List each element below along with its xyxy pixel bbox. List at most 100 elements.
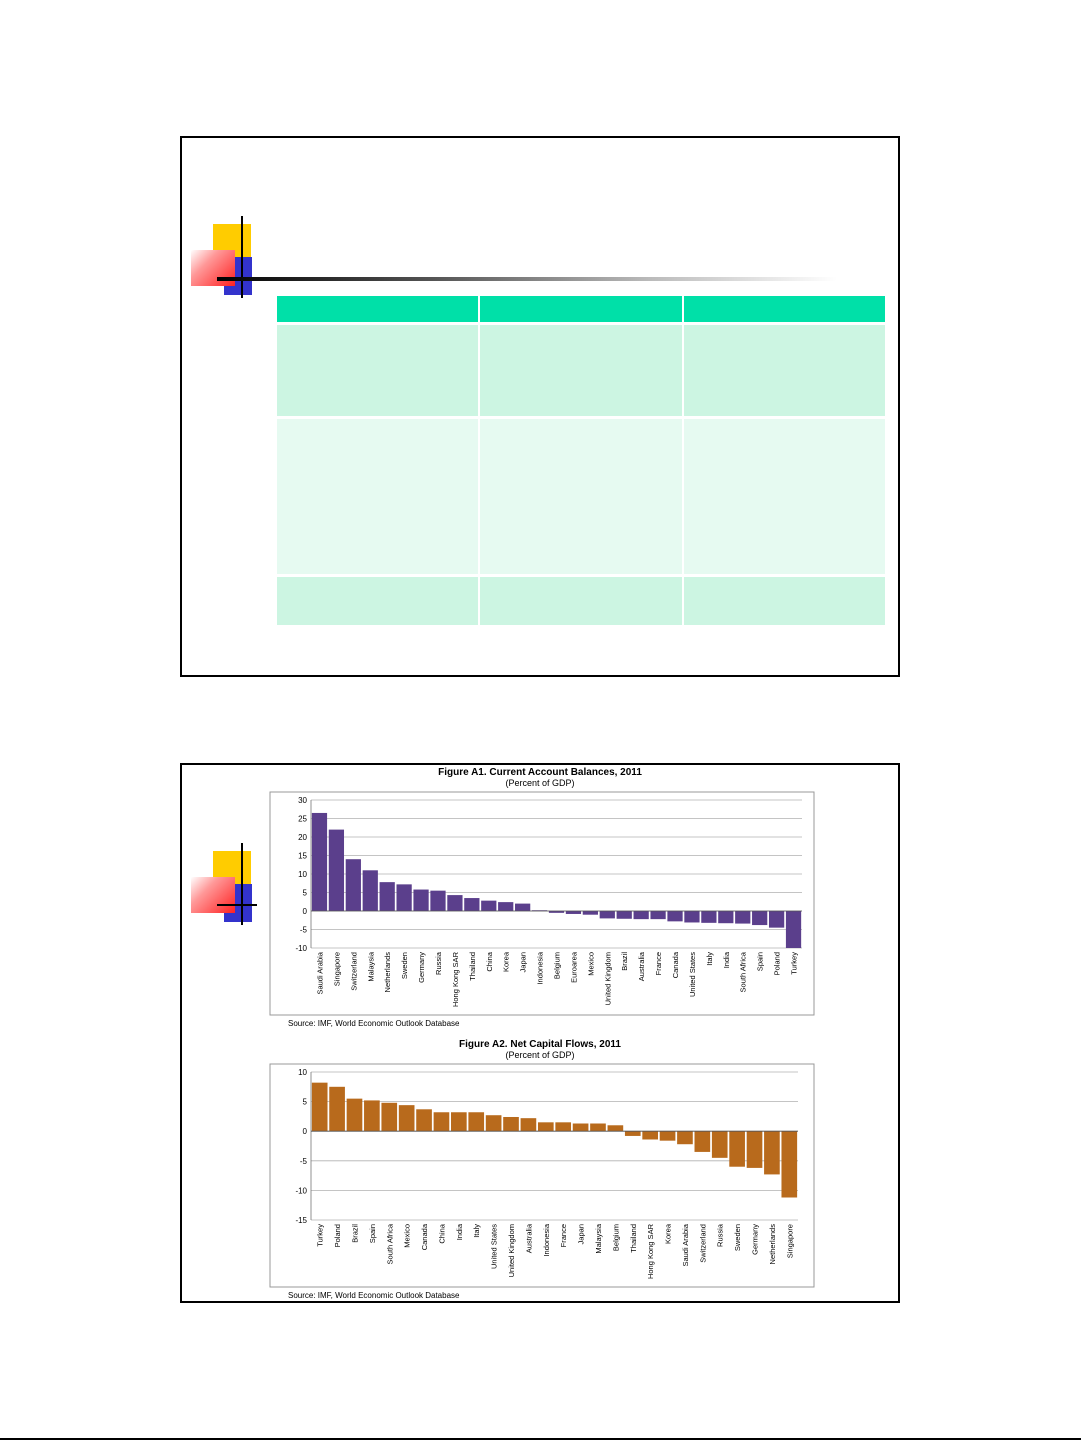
y-tick-label: -5: [300, 926, 308, 935]
bar: [752, 911, 768, 926]
chart-source: Source: IMF, World Economic Outlook Data…: [288, 1291, 460, 1300]
x-tick-label: Japan: [577, 1224, 586, 1244]
bar: [364, 1100, 380, 1132]
bar: [485, 1115, 502, 1132]
table-cell: [277, 419, 479, 574]
x-tick-label: Malaysia: [594, 1223, 603, 1253]
chart-title: Figure A1. Current Account Balances, 201…: [438, 767, 642, 778]
x-tick-label: Korea: [664, 1223, 673, 1244]
data-table: [275, 296, 887, 625]
current-account-chart: Figure A1. Current Account Balances, 201…: [269, 767, 815, 1028]
y-tick-label: 25: [298, 815, 307, 824]
x-tick-label: China: [485, 951, 494, 971]
table-cell: [683, 419, 885, 574]
bar: [548, 911, 565, 913]
bar: [701, 911, 717, 923]
bar: [729, 1131, 745, 1167]
net-capital-flows-chart: Figure A2. Net Capital Flows, 2011 (Perc…: [269, 1039, 815, 1300]
x-tick-label: Sweden: [733, 1224, 742, 1251]
bar: [362, 870, 378, 911]
bar: [746, 1131, 763, 1168]
table-cell: [683, 577, 885, 625]
bar: [768, 911, 785, 928]
bar: [468, 1112, 485, 1132]
x-tick-label: Spain: [756, 952, 765, 971]
x-tick-label: Korea: [502, 951, 511, 972]
bar: [735, 911, 751, 924]
bar: [555, 1122, 572, 1132]
table-cell: [480, 325, 682, 416]
x-tick-label: Turkey: [790, 952, 799, 975]
bar: [433, 1112, 450, 1132]
y-tick-label: 5: [303, 889, 308, 898]
bar: [430, 890, 446, 911]
table-cell: [480, 577, 682, 625]
x-tick-label: United Kingdom: [507, 1224, 516, 1277]
bar: [520, 1118, 537, 1132]
x-tick-label: Saudi Arabia: [315, 951, 324, 994]
table-cell: [277, 577, 479, 625]
x-tick-label: Hong Kong SAR: [646, 1223, 655, 1279]
bar: [711, 1131, 728, 1158]
x-tick-label: Poland: [333, 1224, 342, 1247]
y-tick-label: 10: [298, 1068, 307, 1077]
bar: [481, 900, 497, 911]
plot-frame: [269, 1063, 815, 1288]
bar: [633, 911, 649, 920]
x-tick-label: Canada: [671, 951, 680, 978]
x-tick-label: Mexico: [403, 1224, 412, 1248]
x-tick-label: Australia: [637, 951, 646, 981]
table-header-cell: [277, 296, 479, 322]
x-tick-label: Mexico: [586, 952, 595, 976]
bar: [413, 889, 429, 911]
x-tick-label: Belgium: [553, 952, 562, 979]
table-cell: [683, 325, 885, 416]
bar: [677, 1131, 693, 1145]
bar: [416, 1109, 432, 1132]
x-tick-label: Italy: [705, 952, 714, 966]
x-tick-label: India: [455, 1223, 464, 1240]
y-tick-label: 10: [298, 870, 307, 879]
x-tick-label: South Africa: [739, 951, 748, 992]
x-tick-label: Brazil: [350, 1224, 359, 1243]
y-tick-label: -10: [295, 1186, 307, 1195]
y-tick-label: 0: [303, 1127, 308, 1136]
x-tick-label: Canada: [420, 1223, 429, 1250]
bar: [447, 895, 463, 911]
x-tick-label: India: [722, 951, 731, 968]
bar: [515, 903, 531, 911]
y-tick-label: -15: [295, 1216, 307, 1225]
bar: [398, 1105, 415, 1132]
bar: [328, 829, 345, 911]
y-tick-label: 0: [303, 907, 308, 916]
x-tick-label: Germany: [417, 952, 426, 983]
x-tick-label: Malaysia: [366, 951, 375, 981]
x-tick-label: Indonesia: [536, 951, 545, 984]
y-tick-label: 30: [298, 796, 307, 805]
table-row: [277, 577, 885, 625]
bar: [659, 1131, 676, 1141]
x-tick-label: Australia: [524, 1223, 533, 1253]
y-tick-label: -10: [295, 944, 307, 953]
x-tick-label: Euroarea: [569, 951, 578, 983]
table-header-cell: [683, 296, 885, 322]
x-tick-label: China: [437, 1223, 446, 1243]
bar: [565, 911, 582, 914]
bar: [572, 1123, 589, 1132]
bar: [684, 911, 700, 923]
bar: [345, 859, 361, 911]
bar: [590, 1123, 606, 1132]
x-tick-label: Germany: [751, 1224, 760, 1255]
chart-subtitle: (Percent of GDP): [505, 778, 574, 788]
x-tick-label: Singapore: [785, 1224, 794, 1258]
x-tick-label: Netherlands: [768, 1224, 777, 1265]
x-tick-label: Hong Kong SAR: [451, 951, 460, 1007]
x-tick-label: Brazil: [620, 952, 629, 971]
x-tick-label: United States: [490, 1224, 499, 1269]
bar: [537, 1122, 554, 1132]
x-tick-label: Thailand: [468, 952, 477, 981]
bar: [599, 911, 615, 919]
bar: [650, 911, 666, 920]
table-row: [277, 419, 885, 574]
x-tick-label: Russia: [434, 951, 443, 975]
